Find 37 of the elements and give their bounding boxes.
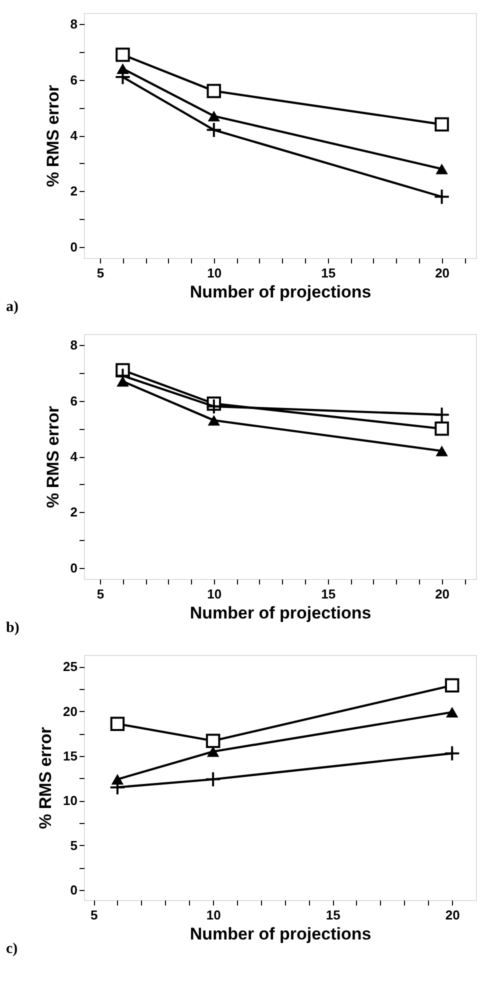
x-axis-title: Number of projections — [190, 924, 372, 944]
x-tick-label: 10 — [207, 266, 222, 280]
y-tick-label: 2 — [70, 504, 78, 520]
y-tick-label: 6 — [70, 393, 78, 408]
text: b) — [6, 620, 20, 636]
y-axis-title: % RMS error — [36, 726, 56, 830]
y-tick-label: 4 — [70, 128, 78, 143]
y-axis-title: % RMS error — [43, 84, 62, 188]
text: c) — [6, 941, 18, 957]
y-tick-label: 0 — [70, 560, 78, 576]
y-tick-label: 0 — [70, 239, 78, 254]
y-tick-label: 8 — [70, 338, 78, 353]
x-tick-label: 15 — [321, 266, 336, 280]
y-tick-label: 15 — [63, 748, 78, 764]
x-tick-label: 10 — [206, 908, 221, 922]
x-axis-title: Number of projections — [190, 604, 372, 622]
x-tick-label: 15 — [321, 586, 336, 602]
y-axis-title: % RMS error — [43, 406, 62, 508]
x-tick-label: 5 — [90, 908, 98, 922]
x-tick-label: 20 — [445, 908, 460, 922]
x-tick-label: 20 — [435, 266, 450, 280]
x-axis-title: Number of projections — [190, 282, 372, 302]
y-tick-label: 25 — [63, 659, 78, 674]
x-tick-label: 10 — [207, 586, 222, 602]
y-tick-label: 4 — [70, 449, 78, 464]
x-tick-label: 15 — [326, 908, 340, 922]
y-tick-label: 20 — [63, 704, 78, 719]
y-tick-label: 8 — [70, 16, 78, 32]
y-tick-label: 0 — [70, 882, 78, 898]
x-tick-label: 20 — [435, 586, 450, 602]
y-tick-label: 6 — [70, 72, 78, 88]
y-tick-label: 5 — [70, 838, 78, 853]
text: a) — [6, 299, 18, 315]
x-tick-label: 5 — [96, 586, 104, 602]
y-tick-label: 2 — [70, 184, 78, 199]
y-tick-label: 10 — [63, 793, 78, 808]
x-tick-label: 5 — [96, 266, 104, 280]
